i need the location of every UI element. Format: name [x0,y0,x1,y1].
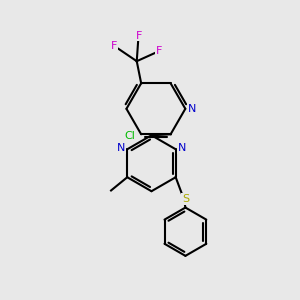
Text: Cl: Cl [124,131,135,141]
Text: F: F [156,46,163,56]
Text: N: N [117,143,125,153]
Text: S: S [182,194,189,204]
Text: N: N [188,104,196,114]
Text: N: N [178,143,186,153]
Text: F: F [111,41,117,52]
Text: F: F [136,31,142,40]
